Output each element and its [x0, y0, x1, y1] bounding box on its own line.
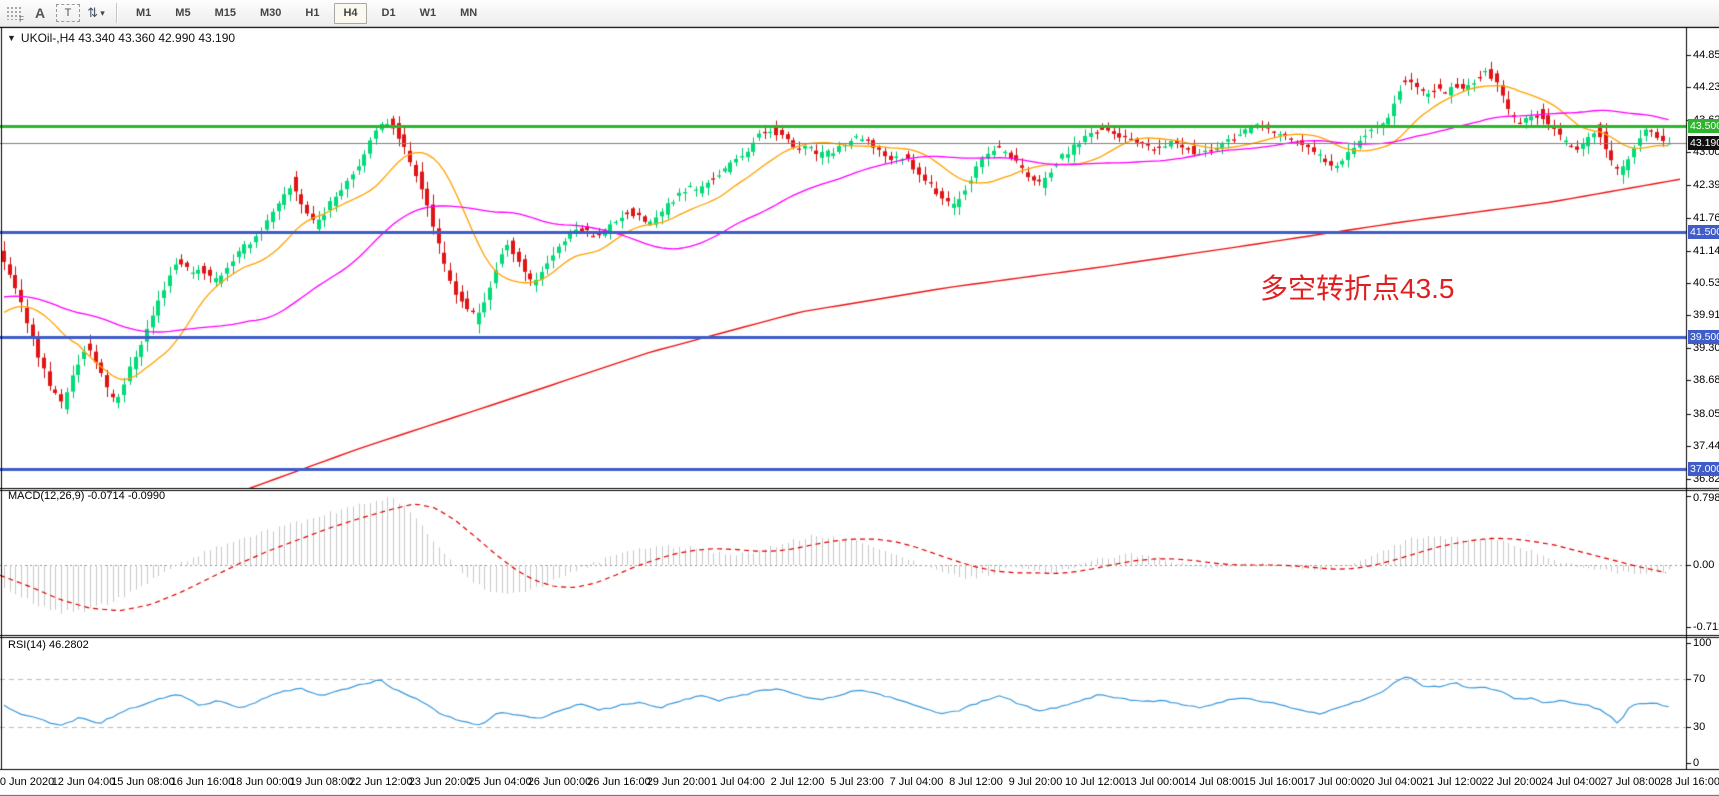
- timeframe-button-H4[interactable]: H4: [334, 2, 367, 24]
- timeframe-button-MN[interactable]: MN: [460, 6, 478, 19]
- grid-snap-icon[interactable]: F: [6, 6, 24, 24]
- chevron-down-icon[interactable]: ▾: [100, 7, 105, 18]
- cursor-arrows-icon[interactable]: ⇅ ▾: [84, 2, 108, 24]
- chart-window: ▼ UKOil-,H4 43.340 43.360 42.990 43.190 多…: [0, 27, 1719, 796]
- timeframe-button-M5[interactable]: M5: [175, 6, 191, 19]
- text-box-tool-icon[interactable]: T: [56, 4, 80, 22]
- toolbar: F A T ⇅ ▾ M1 M5 M15 M30 H1 H4 D1 W1 MN: [0, 0, 1719, 27]
- timeframe-button-M1[interactable]: M1: [136, 6, 152, 19]
- timeframe-button-H1[interactable]: H1: [305, 6, 320, 19]
- font-label-tool-icon[interactable]: A: [34, 5, 46, 21]
- timeframe-button-group: M1 M5 M15 M30 H1 H4 D1 W1 MN: [124, 2, 489, 24]
- timeframe-button-D1[interactable]: D1: [381, 6, 396, 19]
- price-chart-canvas[interactable]: [0, 27, 1719, 796]
- timeframe-button-M15[interactable]: M15: [214, 6, 236, 19]
- timeframe-button-M30[interactable]: M30: [259, 6, 282, 19]
- arrows-glyph: ⇅: [87, 5, 99, 20]
- timeframe-button-W1[interactable]: W1: [419, 6, 437, 19]
- toolbar-separator: [116, 3, 118, 23]
